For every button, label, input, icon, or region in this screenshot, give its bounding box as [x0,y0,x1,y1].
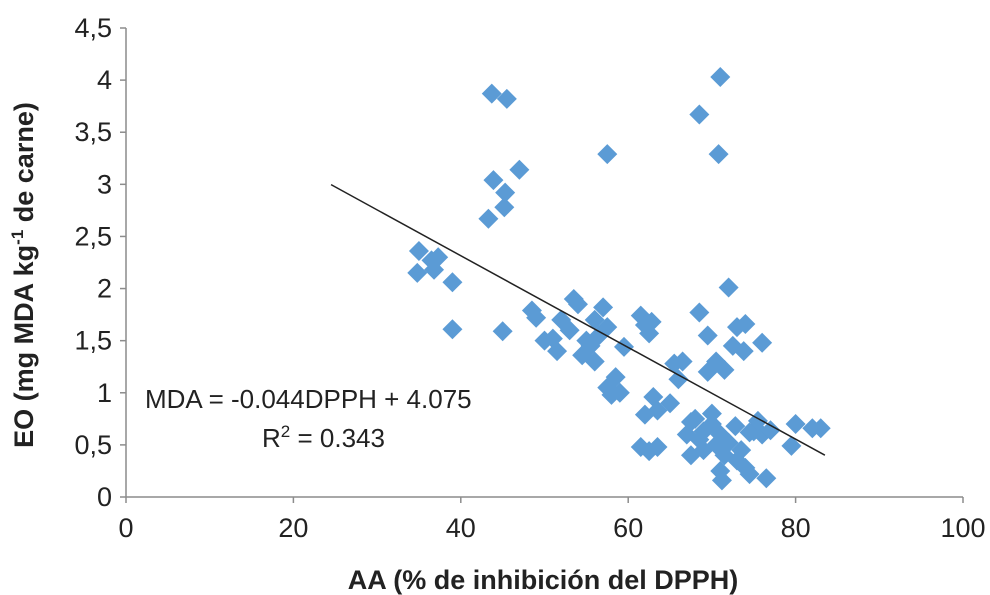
data-point [526,307,547,328]
data-point [442,319,463,340]
data-point [597,144,618,165]
data-point [547,341,568,362]
x-tick-label: 100 [940,513,985,543]
data-point [685,408,706,429]
data-point [496,88,517,109]
data-point [760,420,781,441]
data-point [559,320,580,341]
data-point [424,259,445,280]
data-point [785,414,806,435]
data-point [708,144,729,165]
data-point [495,182,516,203]
x-axis-title: AA (% de inhibición del DPPH) [348,565,739,595]
data-points [407,66,831,491]
y-axis-ticks: 0 0,5 1 1,5 2 2,5 3 3,5 4 4,5 [74,13,126,512]
trendline-equation: MDA = -0.044DPPH + 4.075 [145,384,472,414]
data-point [781,435,802,456]
data-point [710,66,731,87]
y-tick-label: 0,5 [74,430,112,460]
y-tick-label: 0 [97,482,112,512]
data-point [711,470,732,491]
r-squared-label: R2 = 0.343 [262,422,385,453]
data-point [641,311,662,332]
data-point [752,332,773,353]
x-tick-label: 60 [613,513,643,543]
data-point [407,262,428,283]
data-point [725,416,746,437]
data-point [605,367,626,388]
data-point [735,313,756,334]
data-point [442,272,463,293]
data-point [593,297,614,318]
data-point [714,359,735,380]
data-point [756,468,777,489]
data-point [634,404,655,425]
data-point [567,294,588,315]
data-point [689,104,710,125]
x-axis-ticks: 0 20 40 60 80 100 [118,497,986,543]
data-point [609,382,630,403]
y-tick-label: 4 [97,65,112,95]
data-point [647,436,668,457]
data-point [697,325,718,346]
trendline [330,183,826,456]
y-tick-label: 1,5 [74,326,112,356]
data-point [614,336,635,357]
y-tick-label: 3,5 [74,117,112,147]
y-tick-label: 2 [97,274,112,304]
y-axis-title-superscript: -1 [8,230,27,245]
data-point [660,393,681,414]
data-point [597,317,618,338]
y-tick-label: 2,5 [74,221,112,251]
data-point [689,302,710,323]
data-point [494,197,515,218]
y-axis-title: EO (mg MDA kg-1 de carne) [8,102,39,448]
data-point [509,159,530,180]
r-squared-superscript: 2 [281,422,290,441]
x-tick-label: 80 [781,513,811,543]
y-tick-label: 4,5 [74,13,112,43]
data-point [810,418,831,439]
data-point [733,341,754,362]
data-point [481,83,502,104]
data-point [584,351,605,372]
data-point [408,241,429,262]
data-point [718,277,739,298]
x-tick-label: 0 [118,513,133,543]
data-point [492,321,513,342]
data-point [731,440,752,461]
y-tick-label: 3 [97,169,112,199]
x-tick-label: 20 [278,513,308,543]
data-point [672,351,693,372]
data-point [483,170,504,191]
y-tick-label: 1 [97,378,112,408]
data-point [668,369,689,390]
data-point [478,208,499,229]
data-point [739,464,760,485]
data-point [701,403,722,424]
x-tick-label: 40 [446,513,476,543]
